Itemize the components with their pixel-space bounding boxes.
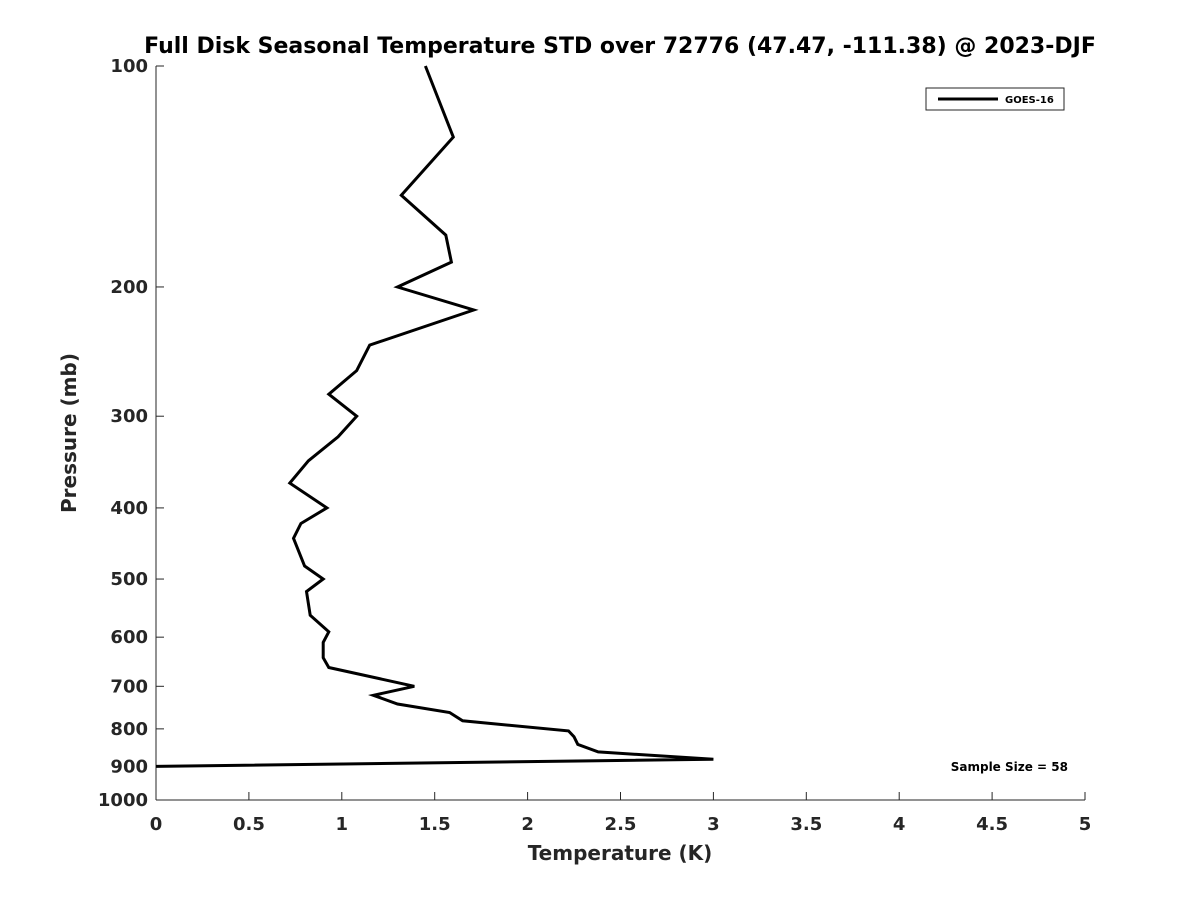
x-tick-label: 2.5 xyxy=(605,814,637,835)
plot-area: 0 0.5 1 1.5 2 2.5 3 3.5 4 4.5 5 100 200 300 400 500 600… xyxy=(98,56,1091,835)
y-ticks: 100 200 300 400 500 600 700 800 900 1000 xyxy=(98,56,164,811)
y-axis-label: Pressure (mb) xyxy=(57,353,81,513)
y-tick-label: 600 xyxy=(110,627,148,648)
sample-size-annotation: Sample Size = 58 xyxy=(951,760,1068,774)
x-tick-label: 5 xyxy=(1079,814,1092,835)
legend-label: GOES-16 xyxy=(1005,95,1054,106)
x-tick-label: 0.5 xyxy=(233,814,265,835)
y-tick-label: 100 xyxy=(110,56,148,77)
series-layer xyxy=(155,65,714,768)
y-tick-label: 300 xyxy=(110,406,148,427)
y-tick-label: 400 xyxy=(110,498,148,519)
y-tick-label: 500 xyxy=(110,569,148,590)
y-tick-label: 800 xyxy=(110,719,148,740)
x-tick-label: 4 xyxy=(893,814,906,835)
x-tick-label: 0 xyxy=(150,814,163,835)
y-tick-label: 900 xyxy=(110,756,148,777)
x-tick-label: 2 xyxy=(521,814,534,835)
y-tick-label: 1000 xyxy=(98,790,148,811)
x-tick-label: 4.5 xyxy=(976,814,1008,835)
series-line-goes-16 xyxy=(155,65,714,768)
x-tick-label: 1 xyxy=(336,814,349,835)
chart-title: Full Disk Seasonal Temperature STD over … xyxy=(144,34,1096,59)
x-ticks: 0 0.5 1 1.5 2 2.5 3 3.5 4 4.5 5 xyxy=(150,792,1092,835)
legend: GOES-16 xyxy=(925,87,1065,111)
x-axis-label: Temperature (K) xyxy=(528,841,713,865)
x-tick-label: 3.5 xyxy=(790,814,822,835)
x-tick-label: 3 xyxy=(707,814,720,835)
y-tick-label: 700 xyxy=(110,676,148,697)
y-tick-label: 200 xyxy=(110,277,148,298)
x-tick-label: 1.5 xyxy=(419,814,451,835)
